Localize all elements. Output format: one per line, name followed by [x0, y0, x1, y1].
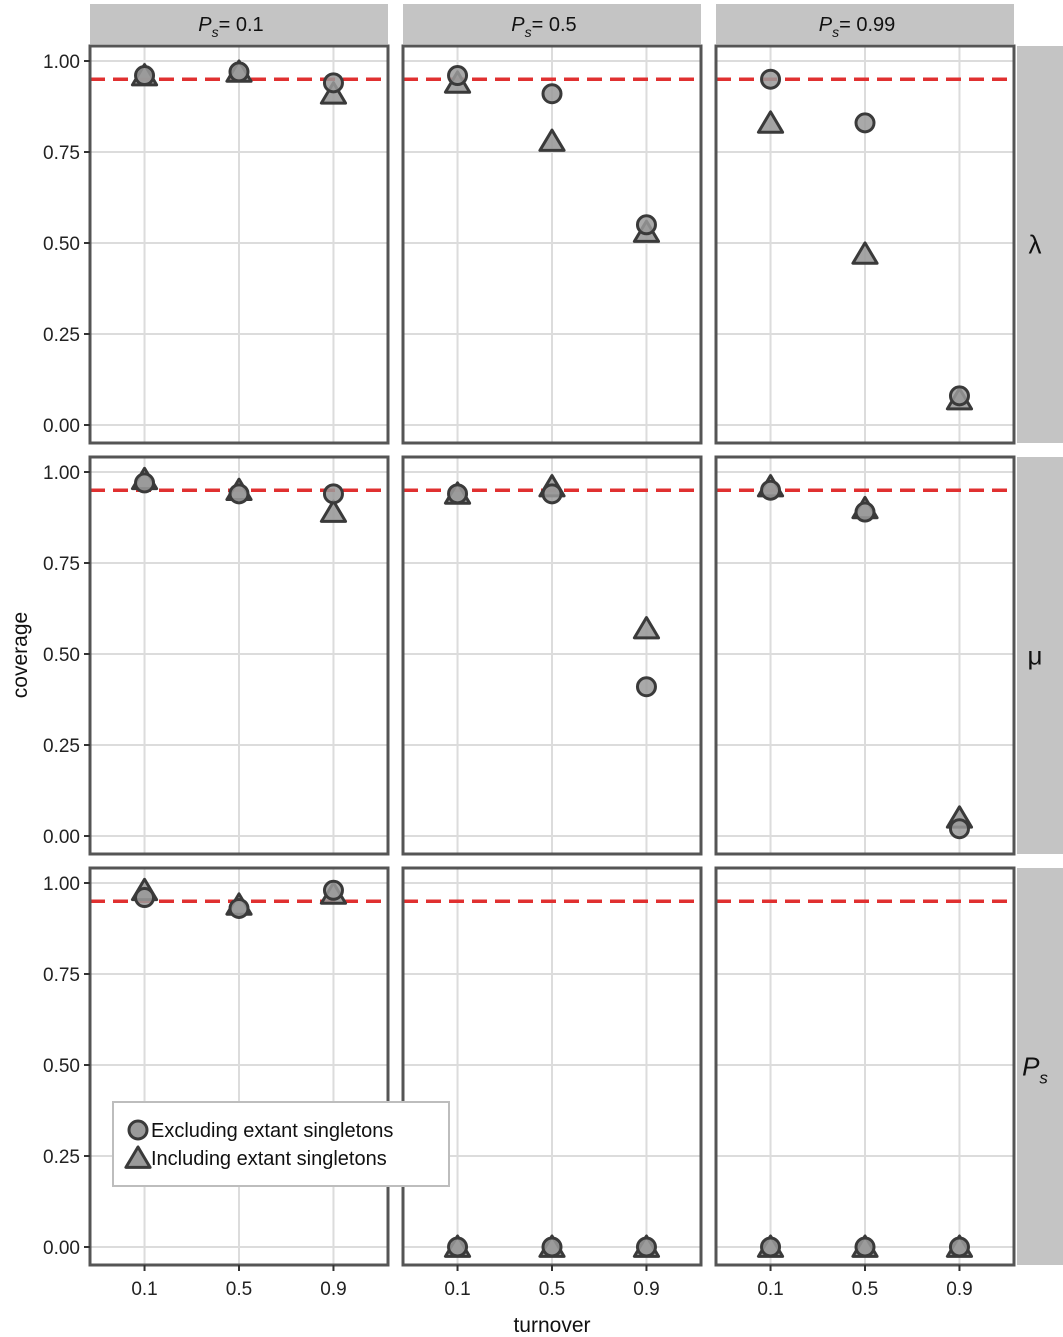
row-strip-label: μ	[1028, 641, 1043, 671]
column-label-subscript: s	[525, 24, 532, 40]
point-circle	[762, 481, 780, 499]
x-tick-label: 0.9	[320, 1279, 346, 1300]
point-circle	[637, 1238, 655, 1256]
point-circle	[950, 1238, 968, 1256]
point-circle	[950, 387, 968, 405]
y-tick-label: 0.00	[43, 416, 80, 437]
row-label-subscript: s	[1039, 1069, 1048, 1088]
point-circle	[950, 820, 968, 838]
point-circle	[856, 503, 874, 521]
point-circle	[449, 1238, 467, 1256]
column-label-value: = 0.1	[219, 14, 264, 36]
point-circle	[637, 216, 655, 234]
y-tick-label: 1.00	[43, 52, 80, 73]
point-circle	[543, 485, 561, 503]
column-label-value: = 0.5	[532, 14, 577, 36]
facet-panel	[716, 46, 1014, 443]
x-tick-label: 0.5	[539, 1279, 565, 1300]
x-tick-label: 0.9	[633, 1279, 659, 1300]
column-label-symbol: P	[819, 14, 833, 36]
x-tick-label: 0.1	[444, 1279, 470, 1300]
legend: Excluding extant singletons Including ext…	[113, 1102, 449, 1186]
x-tick-label: 0.5	[226, 1279, 252, 1300]
point-circle	[136, 889, 154, 907]
panel-group	[90, 46, 1014, 1265]
y-tick-label: 0.50	[43, 645, 80, 666]
y-tick-label: 0.75	[43, 554, 80, 575]
point-circle	[856, 114, 874, 132]
point-circle	[856, 1238, 874, 1256]
x-tick-label: 0.1	[757, 1279, 783, 1300]
y-axis-title: coverage	[9, 612, 32, 698]
y-tick-label: 0.50	[43, 234, 80, 255]
column-label-value: = 0.99	[839, 14, 895, 36]
point-circle	[543, 1238, 561, 1256]
x-tick-label: 0.5	[852, 1279, 878, 1300]
column-strip-group: Ps= 0.1 Ps= 0.5 Ps= 0.99	[90, 4, 1014, 44]
facet-panel	[90, 868, 388, 1265]
point-circle	[136, 67, 154, 85]
y-tick-label: 0.00	[43, 827, 80, 848]
legend-label: Including extant singletons	[151, 1148, 387, 1170]
facet-panel	[403, 457, 701, 854]
y-tick-label: 1.00	[43, 463, 80, 484]
facet-panel	[90, 457, 388, 854]
row-label-symbol: P	[1022, 1052, 1040, 1082]
point-circle	[324, 74, 342, 92]
y-tick-label: 0.25	[43, 1147, 80, 1168]
point-circle	[230, 485, 248, 503]
y-tick-label: 0.75	[43, 143, 80, 164]
column-label-symbol: P	[198, 14, 212, 36]
point-circle	[449, 485, 467, 503]
x-tick-label: 0.1	[131, 1279, 157, 1300]
y-tick-label: 0.75	[43, 965, 80, 986]
point-circle	[449, 67, 467, 85]
point-circle	[762, 70, 780, 88]
point-circle	[543, 85, 561, 103]
row-label-symbol: μ	[1028, 641, 1043, 671]
row-strip-group: λ μ Ps	[1017, 46, 1063, 1265]
column-label-symbol: P	[511, 14, 525, 36]
legend-box	[113, 1102, 449, 1186]
column-label-subscript: s	[832, 24, 839, 40]
y-tick-label: 0.50	[43, 1056, 80, 1077]
x-tick-label: 0.9	[946, 1279, 972, 1300]
row-strip-label: λ	[1029, 230, 1042, 260]
legend-label: Excluding extant singletons	[151, 1120, 393, 1142]
x-axis-title: turnover	[513, 1314, 590, 1337]
facet-panel	[90, 46, 388, 443]
point-circle	[324, 881, 342, 899]
y-axis-group: 0.00 0.25 0.50 0.75 1.00 0.00 0.25 0.50 0.75 1.00…	[43, 52, 90, 1259]
point-circle	[762, 1238, 780, 1256]
y-tick-label: 0.25	[43, 325, 80, 346]
y-tick-label: 1.00	[43, 874, 80, 895]
y-tick-label: 0.00	[43, 1238, 80, 1259]
facet-panel	[716, 868, 1014, 1265]
facet-panel	[403, 868, 701, 1265]
point-circle	[136, 474, 154, 492]
point-circle	[637, 678, 655, 696]
point-circle	[324, 485, 342, 503]
facet-panel	[716, 457, 1014, 854]
x-axis-group: 0.1 0.5 0.9 0.1 0.5 0.9 0.1 0.5 0.9	[131, 1265, 972, 1300]
facet-panel	[403, 46, 701, 443]
y-tick-label: 0.25	[43, 736, 80, 757]
row-label-symbol: λ	[1029, 230, 1042, 260]
point-circle	[230, 899, 248, 917]
column-label-subscript: s	[212, 24, 219, 40]
legend-circle-icon	[129, 1121, 147, 1139]
point-circle	[230, 63, 248, 81]
